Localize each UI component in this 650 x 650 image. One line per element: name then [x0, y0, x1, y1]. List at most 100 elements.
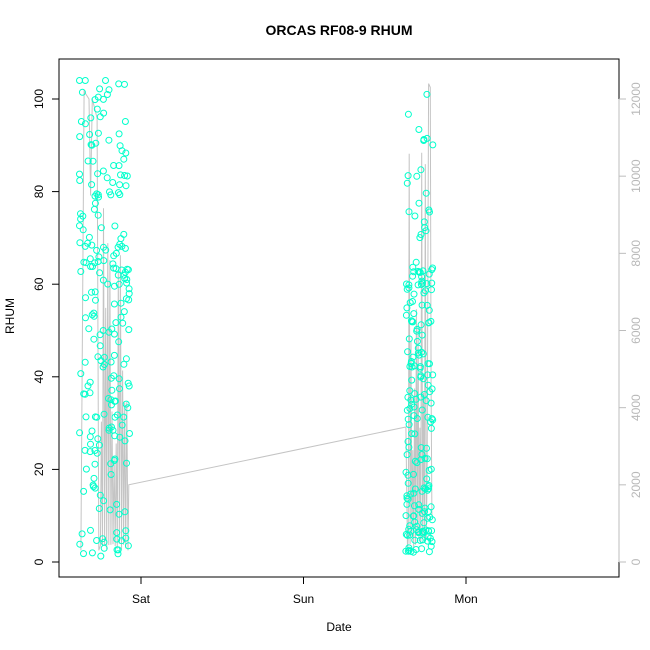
data-point: [94, 170, 102, 178]
data-point: [425, 482, 433, 489]
data-point: [408, 430, 416, 438]
data-point: [417, 444, 425, 452]
data-point: [419, 375, 427, 383]
data-point: [111, 432, 119, 440]
data-point: [124, 404, 132, 412]
altitude-series: [80, 83, 433, 551]
data-point: [123, 279, 131, 287]
data-point: [409, 263, 417, 271]
data-point: [404, 172, 412, 180]
x-axis-label: Date: [326, 620, 352, 634]
data-point: [407, 547, 415, 555]
data-point: [411, 430, 419, 438]
data-point: [413, 522, 421, 530]
data-point: [405, 544, 413, 552]
data-point: [100, 497, 108, 505]
x-tick-label: Sun: [293, 592, 314, 606]
data-point: [418, 509, 426, 517]
data-point: [417, 456, 425, 464]
data-point: [121, 80, 128, 88]
data-point: [92, 296, 99, 304]
data-point: [413, 415, 421, 422]
data-point: [86, 448, 94, 456]
data-point: [110, 351, 118, 359]
data-point: [86, 378, 94, 386]
data-point: [427, 399, 435, 407]
data-point: [86, 255, 94, 263]
data-point: [110, 162, 118, 169]
data-point: [403, 304, 411, 312]
data-point: [91, 460, 99, 468]
data-point: [94, 258, 102, 265]
data-point: [82, 294, 89, 302]
data-point: [120, 308, 128, 316]
y-right-axis: 0 2000 4000 6000 8000 10000 12000: [618, 82, 643, 565]
y-left-tick-label: 60: [32, 277, 46, 291]
y-left-tick-label: 0: [32, 558, 46, 565]
data-point: [122, 355, 130, 363]
data-point: [78, 530, 86, 538]
data-point: [404, 495, 412, 503]
data-point: [118, 242, 126, 250]
data-point: [414, 281, 422, 289]
data-point: [76, 170, 83, 178]
data-point: [76, 222, 83, 230]
data-point: [80, 550, 87, 558]
data-point: [429, 416, 437, 424]
data-point: [88, 311, 96, 319]
data-point: [121, 244, 129, 252]
data-point: [96, 113, 104, 121]
data-point: [110, 330, 118, 338]
data-point: [118, 147, 126, 155]
data-point: [413, 337, 421, 345]
data-point: [94, 93, 102, 101]
data-point: [91, 199, 99, 207]
data-point: [428, 286, 435, 294]
data-point: [115, 510, 123, 518]
data-point: [406, 522, 414, 530]
y-axis-label: RHUM: [3, 298, 17, 334]
data-point: [89, 157, 97, 165]
data-point: [121, 508, 129, 516]
data-point: [415, 501, 423, 509]
data-point: [82, 259, 90, 267]
data-point: [415, 529, 422, 537]
data-point: [426, 388, 434, 396]
data-point: [425, 270, 433, 278]
data-point: [427, 424, 435, 432]
data-point: [414, 349, 422, 357]
data-point: [416, 234, 424, 242]
data-point: [428, 279, 436, 287]
data-point: [405, 208, 413, 216]
data-point: [88, 241, 96, 249]
data-point: [118, 421, 126, 429]
data-point: [100, 410, 108, 418]
data-point: [116, 181, 124, 189]
data-point: [94, 211, 102, 219]
data-point: [91, 192, 99, 200]
data-point: [103, 174, 111, 182]
data-point: [92, 139, 100, 147]
data-point: [416, 364, 424, 372]
altitude-line: [80, 83, 433, 551]
rhum-points: [76, 77, 437, 560]
data-point: [82, 465, 90, 473]
data-point: [126, 430, 133, 437]
data-point: [410, 512, 418, 520]
data-point: [121, 437, 129, 445]
data-point: [77, 215, 85, 223]
y-left-tick-label: 80: [32, 185, 46, 199]
data-point: [403, 494, 411, 502]
data-point: [116, 433, 124, 441]
data-point: [411, 536, 419, 544]
data-point: [424, 381, 432, 389]
data-point: [426, 513, 434, 521]
data-point: [97, 224, 105, 232]
data-point: [117, 299, 125, 307]
data-point: [121, 268, 129, 276]
data-point: [111, 222, 119, 230]
data-point: [427, 503, 435, 511]
data-point: [113, 546, 121, 554]
y-right-tick-label: 0: [629, 558, 643, 565]
data-point: [120, 413, 128, 421]
